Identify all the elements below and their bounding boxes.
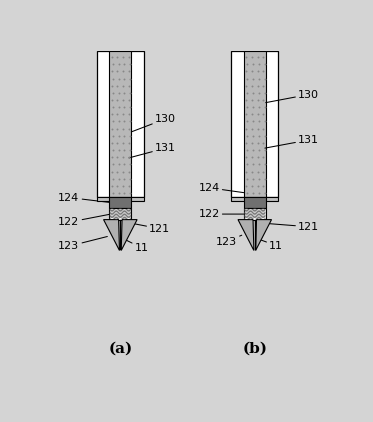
Text: 123: 123: [58, 236, 107, 251]
Text: 122: 122: [198, 209, 244, 219]
Bar: [231, 197, 279, 201]
Text: (a): (a): [108, 342, 132, 356]
Bar: [109, 208, 131, 219]
Text: 124: 124: [58, 192, 109, 203]
Bar: [109, 197, 131, 208]
Polygon shape: [104, 219, 119, 251]
Bar: [244, 51, 266, 197]
Text: 130: 130: [131, 114, 176, 132]
Text: 123: 123: [216, 235, 242, 247]
Bar: [244, 208, 266, 219]
Text: 131: 131: [265, 135, 319, 148]
Text: 11: 11: [124, 239, 149, 253]
Text: 124: 124: [198, 183, 244, 193]
Bar: [97, 51, 144, 197]
Bar: [109, 51, 131, 197]
Text: 131: 131: [129, 143, 176, 158]
Text: 122: 122: [58, 214, 111, 227]
Text: 121: 121: [133, 224, 170, 234]
Bar: [231, 51, 279, 197]
Polygon shape: [121, 219, 137, 251]
Bar: [97, 197, 144, 201]
Polygon shape: [238, 219, 254, 251]
Text: 121: 121: [267, 222, 319, 232]
Text: 130: 130: [266, 89, 319, 103]
Polygon shape: [256, 219, 272, 251]
Text: 11: 11: [258, 239, 283, 251]
Bar: [244, 197, 266, 208]
Text: (b): (b): [242, 342, 267, 356]
